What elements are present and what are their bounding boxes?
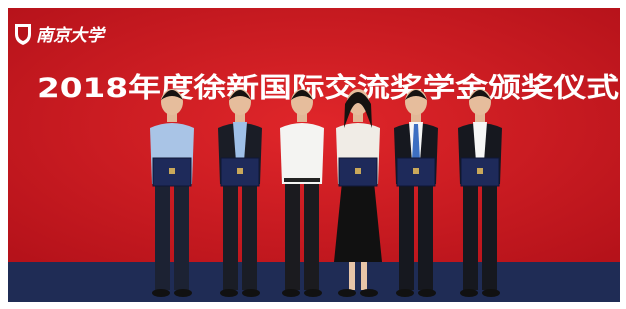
certificate-emblem [355,168,361,174]
shoe [304,289,322,297]
leg [349,262,355,290]
leg [463,180,478,290]
shoe [152,289,170,297]
logo-text: 南京大学 [36,26,107,46]
leg [399,180,414,290]
skirt [334,182,382,262]
leg [482,180,497,290]
shoe [482,289,500,297]
shoe [338,289,356,297]
leg [223,180,238,290]
certificate-emblem [477,168,483,174]
shoe [242,289,260,297]
shoe [220,289,238,297]
belt [284,178,320,182]
shoe [174,289,192,297]
certificate-emblem [169,168,175,174]
leg [418,180,433,290]
torso [280,123,324,184]
certificate-emblem [237,168,243,174]
leg [242,180,257,290]
leg [285,180,300,290]
leg [361,262,367,290]
certificate-emblem [413,168,419,174]
leg [304,180,319,290]
shoe [460,289,478,297]
leg [174,180,189,290]
shoe [418,289,436,297]
photo: 南京大学 2018年度徐新国际交流奖学金颁奖仪式 [0,0,626,309]
banner-title: 2018年度徐新国际交流奖学金颁奖仪式 [37,72,619,104]
leg [155,180,170,290]
page: 南京大学 2018年度徐新国际交流奖学金颁奖仪式 (() => { const … [0,0,626,309]
shoe [282,289,300,297]
shoe [396,289,414,297]
shoe [360,289,378,297]
